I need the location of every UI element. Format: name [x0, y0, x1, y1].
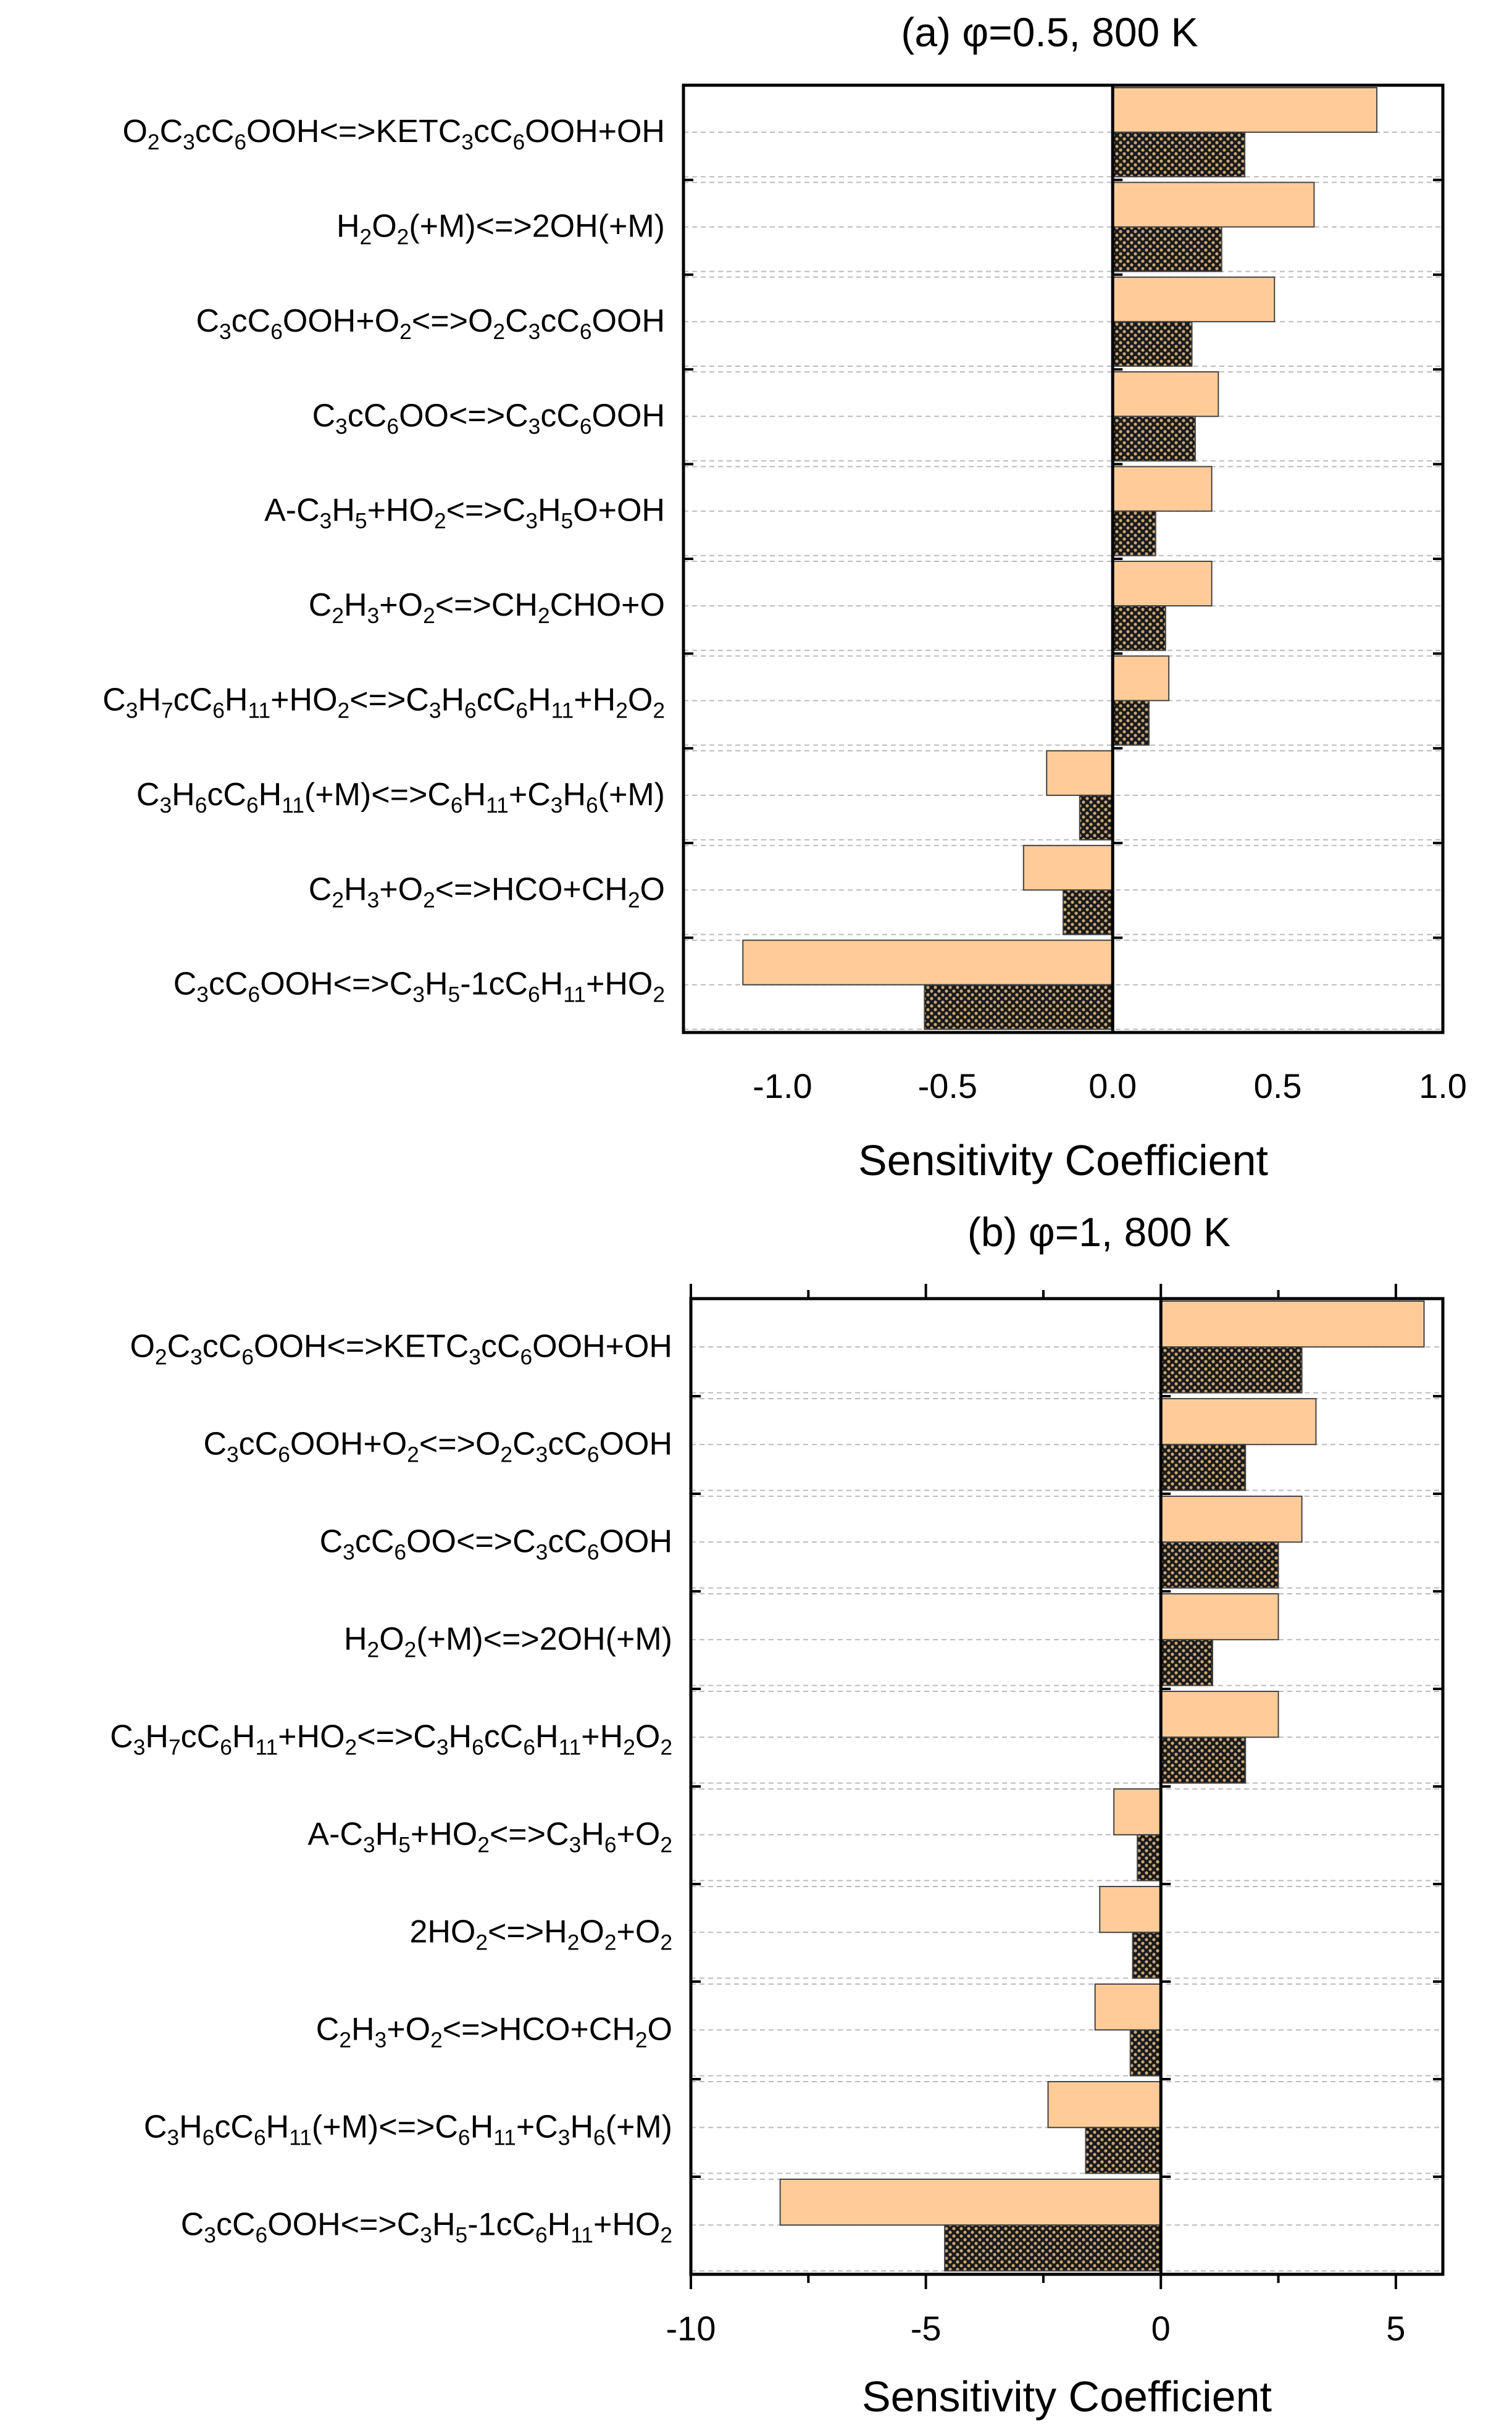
x-tick-labels-a: -1.0 -0.5 0.0 0.5 1.0	[753, 1066, 1467, 1105]
bar-plain-5	[1112, 466, 1213, 512]
category-label-9: C3​H6​cC6​H11​(+M)<=>C6​H11​+C3​H6​(+M)	[144, 2109, 672, 2150]
category-label-1: O2​C3​cC6​OOH<=>KETC3​cC6​OOH+OH	[122, 114, 665, 154]
x-axis-label-a: Sensitivity Coefficient	[858, 1136, 1268, 1184]
category-label-10: C3​cC6​OOH<=>C3​H5​-1cC6​H11​+HO2​	[181, 2206, 672, 2247]
bar-hatched-9	[1063, 889, 1114, 936]
chart-title-a: (a) φ=0.5, 800 K	[901, 9, 1198, 55]
category-label-2: H2​O2​(+M)<=>2OH(+M)	[336, 208, 665, 249]
bar-plain-6	[1113, 1788, 1162, 1836]
bar-hatched-7	[1132, 1932, 1162, 1979]
bar-plain-4	[1112, 371, 1219, 417]
x-tick-labels-b: -10 -5 0 5	[666, 2309, 1406, 2348]
category-label-7: C3​H7​cC6​H11​+HO2​<=>C3​H6​cC6​H11​+H2​…	[102, 682, 665, 722]
bar-hatched-10	[924, 984, 1114, 1030]
bar-plain-1	[1160, 1300, 1425, 1348]
x-tick-label: 0.5	[1254, 1066, 1302, 1105]
bar-hatched-4	[1112, 416, 1196, 462]
bar-plain-3	[1112, 276, 1276, 322]
category-label-9: C2​H3​+O2​<=>HCO+CH2​O	[309, 871, 665, 912]
category-labels-a: O2​C3​cC6​OOH<=>KETC3​cC6​OOH+OH H2​O2​(+…	[102, 114, 665, 1007]
bars-b	[779, 1300, 1425, 2272]
bar-plain-6	[1112, 561, 1213, 607]
bar-plain-2	[1160, 1398, 1317, 1446]
bar-hatched-2	[1112, 226, 1222, 272]
x-tick-label: -1.0	[753, 1066, 812, 1105]
bar-plain-2	[1112, 182, 1315, 228]
category-label-4: H2​O2​(+M)<=>2OH(+M)	[344, 1621, 672, 1662]
category-label-8: C3​H6​cC6​H11​(+M)<=>C6​H11​+C3​H6​(+M)	[136, 777, 665, 818]
category-label-6: C2​H3​+O2​<=>CH2​CHO+O	[309, 587, 665, 628]
bars-a	[742, 87, 1378, 1030]
bar-hatched-4	[1160, 1639, 1213, 1686]
bar-plain-9	[1047, 2081, 1162, 2129]
axes-a	[682, 83, 1445, 1034]
grid-lines-b	[691, 1346, 1443, 2272]
bar-plain-7	[1112, 655, 1170, 701]
x-tick-label: 1.0	[1419, 1066, 1467, 1105]
bar-hatched-10	[944, 2224, 1162, 2272]
bar-plain-7	[1099, 1886, 1162, 1933]
category-labels-b: O2​C3​cC6​OOH<=>KETC3​cC6​OOH+OH C3​cC6​O…	[110, 1328, 672, 2247]
bar-hatched-1	[1112, 132, 1246, 178]
category-label-5: A-C3​H5​+HO2​<=>C3​H5​O+OH	[264, 493, 665, 534]
x-tick-label: 0	[1151, 2309, 1171, 2348]
bar-hatched-1	[1160, 1346, 1303, 1394]
bar-hatched-6	[1137, 1834, 1162, 1882]
x-tick-label: -0.5	[918, 1066, 978, 1105]
category-label-3: C3​cC6​OO<=>C3​cC6​OOH	[320, 1523, 672, 1564]
category-label-6: A-C3​H5​+HO2​<=>C3​H6​+O2​	[307, 1816, 672, 1857]
bar-plain-8	[1094, 1983, 1162, 2031]
bar-hatched-6	[1112, 605, 1166, 651]
category-label-3: C3​cC6​OOH+O2​<=>O2​C3​cC6​OOH	[196, 303, 665, 344]
grid-lines-a	[683, 132, 1443, 1030]
bar-hatched-8	[1079, 794, 1114, 840]
x-tick-label: 5	[1386, 2309, 1405, 2348]
bar-hatched-3	[1112, 320, 1193, 367]
chart-title-b: (b) φ=1, 800 K	[967, 1209, 1230, 1255]
bar-plain-5	[1160, 1691, 1279, 1738]
category-label-2: C3​cC6​OOH+O2​<=>O2​C3​cC6​OOH	[203, 1426, 672, 1467]
category-label-1: O2​C3​cC6​OOH<=>KETC3​cC6​OOH+OH	[130, 1328, 672, 1369]
x-tick-label: 0.0	[1088, 1066, 1137, 1105]
category-label-10: C3​cC6​OOH<=>C3​H5​-1cC6​H11​+HO2​	[173, 966, 665, 1007]
bar-plain-1	[1112, 87, 1378, 133]
chart-panel-b: (b) φ=1, 800 K -10 -5 0 5 O2​C3​cC6​OOH<=>K…	[110, 1209, 1445, 2421]
bar-plain-3	[1160, 1496, 1303, 1543]
bar-hatched-7	[1112, 700, 1150, 746]
bar-plain-10	[742, 939, 1114, 986]
bar-hatched-8	[1129, 2029, 1162, 2077]
category-label-5: C3​H7​cC6​H11​+HO2​<=>C3​H6​cC6​H11​+H2​…	[110, 1719, 672, 1759]
category-label-7: 2HO2​<=>H2​O2​+O2​	[409, 1914, 672, 1954]
bar-hatched-5	[1112, 510, 1156, 556]
bar-plain-10	[779, 2179, 1162, 2226]
axes-b	[689, 1284, 1445, 2289]
bar-hatched-5	[1160, 1736, 1247, 1784]
bar-plain-9	[1022, 845, 1114, 891]
bar-hatched-9	[1085, 2127, 1162, 2174]
x-tick-label: -5	[911, 2309, 942, 2348]
bar-plain-8	[1046, 750, 1114, 796]
category-label-8: C2​H3​+O2​<=>HCO+CH2​O	[316, 2011, 672, 2052]
bar-plain-4	[1160, 1593, 1279, 1641]
x-tick-label: -10	[666, 2309, 716, 2348]
bar-hatched-3	[1160, 1541, 1279, 1589]
x-axis-label-b: Sensitivity Coefficient	[862, 2372, 1272, 2421]
category-label-4: C3​cC6​OO<=>C3​cC6​OOH	[312, 398, 665, 438]
bar-hatched-2	[1160, 1444, 1247, 1491]
chart-panel-a: (a) φ=0.5, 800 K -1.0 -0.5 0.0 0.5 1.0 O2​C3…	[102, 9, 1467, 1184]
